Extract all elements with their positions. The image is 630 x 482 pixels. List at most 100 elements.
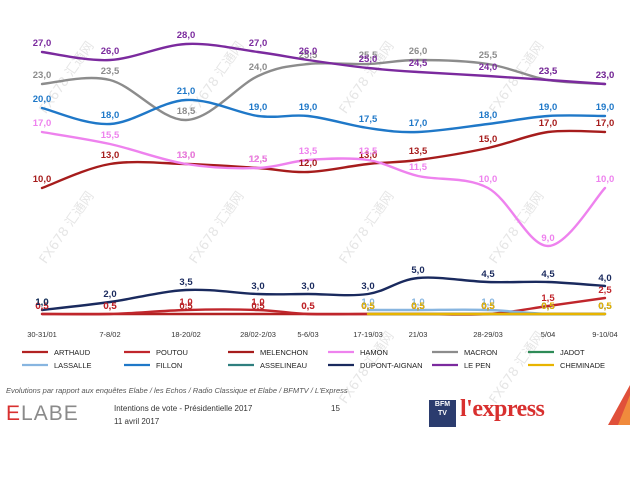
data-label-melenchon: 13,5 [409, 146, 428, 157]
data-label-dupont-aignan: 2,0 [103, 289, 116, 300]
watermark-text: FX678 汇通网 [37, 189, 98, 267]
watermark-text: FX678 汇通网 [187, 189, 248, 267]
data-label-poutou: 1,5 [541, 293, 555, 304]
x-axis: 30-31/01 7-8/02 18-20/02 28/02-2/03 5-6/03 17… [27, 330, 618, 339]
data-label-layer: 0,5 0,5 0,5 0,5 0,5 0,5 0,5 0,5 0,5 0,50,5 0,5 1,0 1… [33, 30, 615, 312]
data-label-melenchon: 12,5 [249, 154, 268, 165]
data-label-melenchon: 17,0 [596, 118, 615, 129]
data-label-melenchon: 17,0 [539, 118, 558, 129]
data-label-fillon: 17,0 [409, 118, 428, 129]
data-label-macron: 23,0 [596, 70, 615, 81]
data-label-fillon: 17,5 [359, 114, 378, 125]
data-label-lassalle: 1,0 [481, 297, 494, 308]
data-label-dupont-aignan: 4,5 [481, 269, 495, 280]
data-label-fillon: 19,0 [539, 102, 558, 113]
data-label-dupont-aignan: 3,5 [179, 277, 193, 288]
legend: ARTHAUD POUTOU MELENCHON HAMON MACRON JADOT LA… [22, 348, 605, 370]
data-label-arthaud: 0,5 [35, 301, 49, 312]
data-label-asselineau: 0,5 [411, 301, 425, 312]
legend-label-asselineau: ASSELINEAU [260, 361, 307, 370]
data-label-le-pen: 24,5 [409, 58, 428, 69]
data-label-melenchon: 10,0 [33, 174, 52, 185]
data-label-melenchon: 13,0 [101, 150, 120, 161]
series-line-hamon [40, 130, 607, 248]
data-label-hamon: 13,5 [359, 146, 378, 157]
data-label-le-pen: 27,0 [249, 38, 268, 49]
legend-label-le-pen: LE PEN [464, 361, 491, 370]
legend-label-arthaud: ARTHAUD [54, 348, 91, 357]
data-label-arthaud: 0,5 [103, 301, 117, 312]
data-label-arthaud: 0,5 [481, 301, 495, 312]
data-label-hamon: 11,5 [409, 162, 428, 173]
data-label-fillon: 21,0 [177, 86, 196, 97]
x-tick-label: 7-8/02 [99, 330, 120, 339]
data-label-dupont-aignan: 4,0 [598, 273, 611, 284]
legend-label-melenchon: MELENCHON [260, 348, 308, 357]
data-label-dupont-aignan: 3,0 [251, 281, 264, 292]
data-label-cheminade: 0,5 [411, 301, 425, 312]
data-label-le-pen: 24,0 [479, 62, 498, 73]
data-label-asselineau: 0,5 [598, 301, 612, 312]
bfmtv-logo: BFM TV [429, 400, 456, 427]
legend-label-macron: MACRON [464, 348, 497, 357]
data-label-lassalle: 1,0 [361, 297, 374, 308]
data-label-arthaud: 0,5 [179, 301, 193, 312]
data-label-poutou: 0,5 [361, 301, 375, 312]
data-label-arthaud: 0,5 [301, 301, 315, 312]
data-label-macron: 25,5 [359, 50, 378, 61]
page-number: 15 [331, 404, 340, 413]
data-label-macron: 23,5 [101, 66, 120, 77]
data-label-lassalle: 1,0 [411, 297, 424, 308]
data-label-melenchon: 13,0 [177, 150, 196, 161]
data-label-hamon: 15,5 [101, 130, 120, 141]
data-label-fillon: 19,0 [596, 102, 615, 113]
data-label-arthaud: 0,5 [361, 301, 375, 312]
data-label-lassalle: 0,5 [598, 301, 612, 312]
data-label-asselineau: 0,5 [481, 301, 495, 312]
data-label-hamon: 9,0 [541, 233, 554, 244]
data-label-fillon: 19,0 [299, 102, 318, 113]
data-label-hamon: 13,5 [299, 146, 318, 157]
caption-title: Intentions de vote - Présidentielle 2017 [114, 404, 253, 413]
data-label-le-pen: 26,0 [101, 46, 120, 57]
watermark-text: FX678 汇通网 [337, 189, 398, 267]
data-label-cheminade: 0,5 [598, 301, 612, 312]
data-label-poutou: 0,5 [301, 301, 315, 312]
data-label-le-pen: 26,0 [299, 46, 318, 57]
data-label-poutou: 0,5 [411, 301, 425, 312]
data-label-melenchon: 15,0 [479, 134, 498, 145]
data-label-macron: 25,5 [479, 50, 498, 61]
data-label-poutou: 0,5 [481, 301, 495, 312]
caption-date: 11 avril 2017 [114, 417, 160, 426]
data-label-hamon: 12,5 [249, 154, 268, 165]
data-label-poutou: 2,5 [598, 285, 612, 296]
x-tick-label: 5/04 [541, 330, 556, 339]
data-label-fillon: 18,0 [101, 110, 120, 121]
data-label-dupont-aignan: 4,5 [541, 269, 555, 280]
data-label-arthaud: 0,5 [251, 301, 265, 312]
series-line-le-pen [40, 42, 607, 86]
data-label-fillon: 19,0 [249, 102, 268, 113]
data-label-asselineau: 0,5 [361, 301, 375, 312]
data-label-melenchon: 13,0 [359, 150, 378, 161]
elabe-logo: ELABE [6, 402, 79, 426]
data-label-fillon: 18,0 [479, 110, 498, 121]
data-label-macron: 26,0 [409, 46, 428, 57]
data-label-hamon: 17,0 [33, 118, 52, 129]
data-label-cheminade: 0,5 [361, 301, 375, 312]
data-label-dupont-aignan: 1,0 [35, 297, 48, 308]
data-label-poutou: 0,5 [35, 301, 49, 312]
data-label-jadot: 1,0 [35, 297, 48, 308]
series-layer [40, 42, 607, 316]
data-label-fillon: 20,0 [33, 94, 52, 105]
data-label-hamon: 10,0 [596, 174, 615, 185]
data-label-lassalle: 0,5 [541, 301, 555, 312]
source-note: Evolutions par rapport aux enquêtes Elab… [6, 386, 348, 395]
legend-label-jadot: JADOT [560, 348, 585, 357]
x-tick-label: 21/03 [409, 330, 428, 339]
data-label-arthaud: 0,5 [411, 301, 425, 312]
legend-label-cheminade: CHEMINADE [560, 361, 605, 370]
x-tick-label: 9-10/04 [592, 330, 617, 339]
series-line-melenchon [40, 129, 607, 190]
